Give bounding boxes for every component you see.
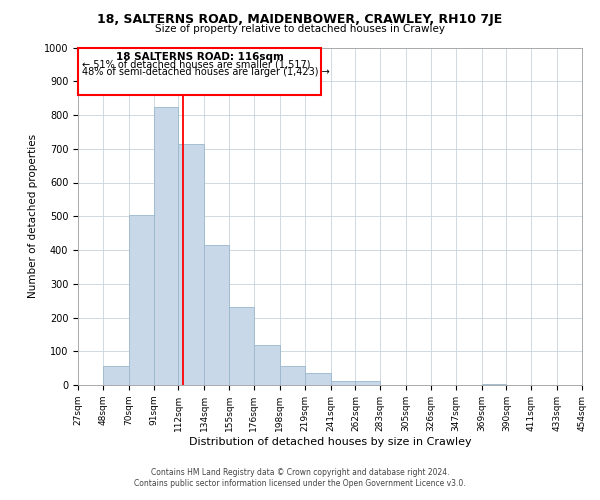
Bar: [280, 366, 305, 385]
Bar: [154, 106, 178, 385]
Bar: [129, 214, 154, 385]
Bar: [254, 345, 280, 385]
Text: 18 SALTERNS ROAD: 116sqm: 18 SALTERNS ROAD: 116sqm: [116, 52, 284, 62]
Bar: [331, 381, 355, 385]
Bar: [178, 144, 204, 385]
Y-axis label: Number of detached properties: Number of detached properties: [28, 134, 38, 298]
Bar: [204, 245, 229, 385]
Bar: [229, 306, 254, 385]
Bar: [305, 373, 331, 385]
Bar: [355, 381, 380, 385]
Text: Contains HM Land Registry data © Crown copyright and database right 2024.
Contai: Contains HM Land Registry data © Crown c…: [134, 468, 466, 487]
FancyBboxPatch shape: [78, 48, 321, 95]
Bar: [103, 366, 129, 385]
Text: 18, SALTERNS ROAD, MAIDENBOWER, CRAWLEY, RH10 7JE: 18, SALTERNS ROAD, MAIDENBOWER, CRAWLEY,…: [97, 12, 503, 26]
X-axis label: Distribution of detached houses by size in Crawley: Distribution of detached houses by size …: [188, 436, 472, 446]
Bar: [482, 384, 506, 385]
Text: 48% of semi-detached houses are larger (1,423) →: 48% of semi-detached houses are larger (…: [82, 67, 329, 77]
Text: ← 51% of detached houses are smaller (1,517): ← 51% of detached houses are smaller (1,…: [82, 60, 310, 70]
Text: Size of property relative to detached houses in Crawley: Size of property relative to detached ho…: [155, 24, 445, 34]
